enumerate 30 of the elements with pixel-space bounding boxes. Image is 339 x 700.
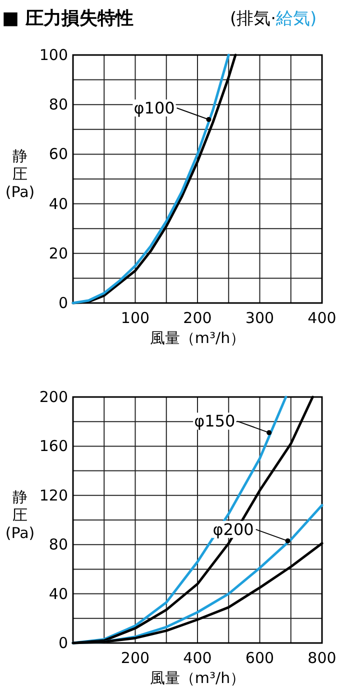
x-axis-title: 風量（m³/h） [150, 669, 246, 687]
y-tick-label: 40 [48, 584, 68, 603]
y-axis-title: 静圧(Pa) [5, 147, 35, 201]
y-tick-label: 60 [48, 145, 68, 164]
y-tick-label: 160 [39, 437, 68, 456]
x-tick-label: 400 [308, 309, 336, 327]
x-tick-label: 800 [308, 649, 336, 667]
y-axis-title: 静圧(Pa) [5, 488, 35, 542]
annotation: φ100 [134, 98, 175, 118]
x-tick-label: 300 [245, 309, 274, 327]
y-tick-label: 20 [48, 244, 68, 262]
y-tick-label: 80 [48, 536, 68, 554]
y-tick-label: 80 [48, 96, 68, 114]
y-tick-label: 0 [58, 634, 68, 652]
y-tick-label: 0 [58, 294, 68, 312]
y-tick-label: 40 [48, 194, 68, 213]
y-tick-label: 120 [39, 486, 68, 504]
x-axis-title: 風量（m³/h） [150, 329, 246, 347]
x-tick-label: 200 [120, 649, 150, 667]
x-tick-label: 200 [183, 309, 212, 327]
x-tick-label: 400 [183, 649, 212, 667]
annotation: φ150 [194, 412, 236, 431]
y-tick-label: 100 [39, 46, 68, 64]
chart-title: ■ 圧力損失特性 [2, 8, 134, 29]
annotation: φ200 [212, 520, 254, 539]
x-tick-label: 100 [120, 309, 150, 327]
text: 給気) [275, 9, 317, 29]
y-tick-label: 200 [39, 388, 68, 406]
series-label: (排気· [230, 9, 276, 29]
x-tick-label: 600 [245, 649, 274, 667]
